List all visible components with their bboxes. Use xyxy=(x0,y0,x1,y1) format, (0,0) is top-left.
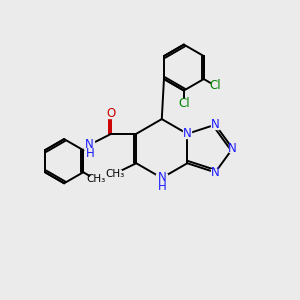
Text: N: N xyxy=(211,118,220,131)
Bar xyxy=(157,174,167,182)
Text: H: H xyxy=(158,180,167,193)
Bar xyxy=(89,176,102,183)
Text: N: N xyxy=(183,127,192,140)
Text: Cl: Cl xyxy=(209,79,220,92)
Bar xyxy=(84,141,94,149)
Text: N: N xyxy=(85,139,94,152)
Text: H: H xyxy=(85,147,94,160)
Text: Cl: Cl xyxy=(178,97,190,110)
Text: O: O xyxy=(106,107,116,120)
Bar xyxy=(183,130,191,138)
Bar xyxy=(212,169,219,176)
Bar xyxy=(180,99,188,107)
Text: CH₃: CH₃ xyxy=(86,174,105,184)
Bar xyxy=(211,82,219,89)
Bar xyxy=(108,110,115,118)
Bar xyxy=(212,121,219,128)
Bar xyxy=(109,170,121,177)
Bar xyxy=(229,145,236,152)
Text: N: N xyxy=(158,172,166,184)
Text: N: N xyxy=(211,166,220,179)
Text: N: N xyxy=(228,142,237,155)
Text: CH₃: CH₃ xyxy=(106,169,125,178)
